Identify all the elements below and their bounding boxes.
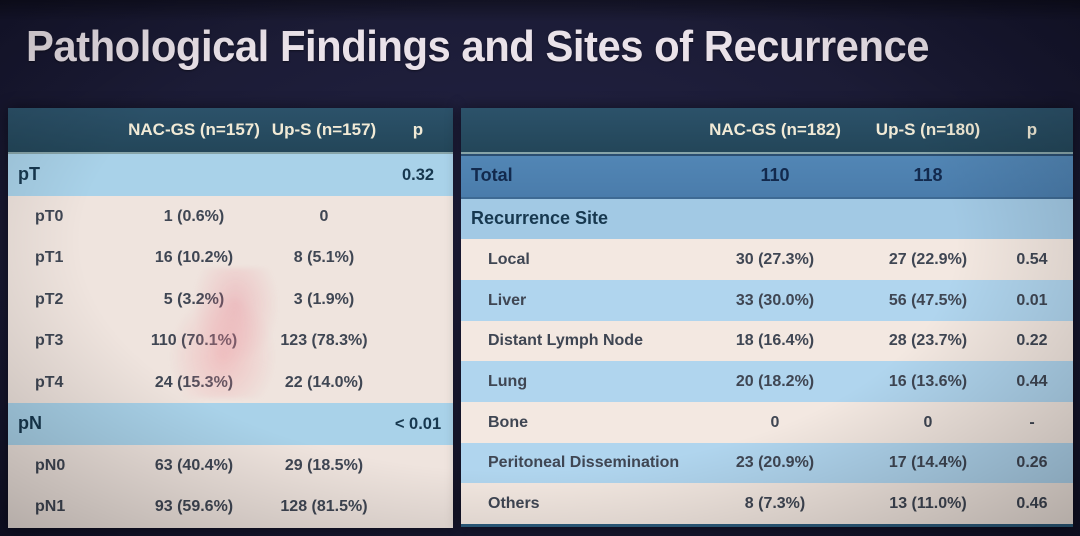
cell-ups: 3 (1.9%) xyxy=(293,290,355,308)
cell-ups: 123 (78.3%) xyxy=(280,332,368,350)
cell-ups: 56 (47.5%) xyxy=(888,291,968,309)
cell-ups: 13 (11.0%) xyxy=(889,494,967,512)
table-row-pt2: pT2 5 (3.2%) 3 (1.9%) xyxy=(8,278,453,321)
cell-nacgs: 1 (0.6%) xyxy=(163,207,225,225)
cell-label: Lung xyxy=(488,372,528,390)
cell-nacgs: 8 (7.3%) xyxy=(744,494,806,512)
table-row-pt0: pT0 1 (0.6%) 0 xyxy=(8,195,453,238)
table-row-others: Others 8 (7.3%) 13 (11.0%) 0.46 xyxy=(461,483,1073,525)
cell-ups: 27 (22.9%) xyxy=(888,250,968,268)
cell-ups: 22 (14.0%) xyxy=(284,373,364,391)
table-row-bone: Bone 0 0 - xyxy=(461,402,1073,443)
cell-ups: 17 (14.4%) xyxy=(888,454,968,472)
cell-label: Bone xyxy=(488,413,528,431)
cell-ups: 0 xyxy=(923,413,933,431)
slide-title: Pathological Findings and Sites of Recur… xyxy=(26,22,930,71)
cell-label: Peritoneal Dissemination xyxy=(488,454,680,472)
table-row-pt1: pT1 16 (10.2%) 8 (5.1%) xyxy=(8,237,453,279)
cell-nacgs: 5 (3.2%) xyxy=(163,290,225,308)
cell-nacgs: 110 (70.1%) xyxy=(150,332,238,350)
cell-label: pT3 xyxy=(35,332,64,350)
cell-p: < 0.01 xyxy=(394,415,442,434)
cell-p: 0.26 xyxy=(1016,454,1048,472)
cell-ups: 16 (13.6%) xyxy=(888,372,968,390)
cell-label: pN1 xyxy=(35,498,66,516)
table-row-pt3: pT3 110 (70.1%) 123 (78.3%) xyxy=(8,320,453,362)
table-body: pT 0.32 pT0 1 (0.6%) 0 pT1 16 (10.2%) 8 (5.1%) p… xyxy=(8,154,453,529)
table-header-row: NAC-GS (n=157) Up-S (n=157) p xyxy=(8,108,453,154)
cell-p: 0.54 xyxy=(1016,250,1048,268)
cell-label: Recurrence Site xyxy=(471,208,609,229)
table-body: Total 110 118 Recurrence Site Local 30 (27.3%… xyxy=(461,154,1073,525)
cell-label: pT1 xyxy=(35,249,64,267)
header-nacgs-cell: NAC-GS (n=182) xyxy=(709,119,841,139)
table-row-pn1: pN1 93 (59.6%) 128 (81.5%) xyxy=(8,486,453,529)
cell-p: 0.32 xyxy=(401,165,435,184)
cell-ups: 29 (18.5%) xyxy=(284,456,364,474)
cell-nacgs: 20 (18.2%) xyxy=(735,372,815,390)
header-ups-cell: Up-S (n=180) xyxy=(875,119,981,139)
cell-p: - xyxy=(1029,413,1035,431)
table-row-peritoneal-dissemination: Peritoneal Dissemination 23 (20.9%) 17 (14… xyxy=(461,442,1073,484)
table-row-lung: Lung 20 (18.2%) 16 (13.6%) 0.44 xyxy=(461,361,1073,403)
cell-ups: 128 (81.5%) xyxy=(280,498,368,516)
table-row-local: Local 30 (27.3%) 27 (22.9%) 0.54 xyxy=(461,239,1073,281)
pathological-findings-table: NAC-GS (n=157) Up-S (n=157) p pT 0.32 pT0 1… xyxy=(8,108,453,529)
cell-ups: 0 xyxy=(319,207,329,225)
table-row-pn: pN < 0.01 xyxy=(8,403,453,445)
header-ups-cell: Up-S (n=157) xyxy=(271,119,377,139)
cell-ups: 118 xyxy=(913,165,943,186)
cell-nacgs: 0 xyxy=(770,413,780,431)
table-row-distant-lymph-node: Distant Lymph Node 18 (16.4%) 28 (23.7%) 0.… xyxy=(461,320,1073,362)
sites-of-recurrence-table: NAC-GS (n=182) Up-S (n=180) p Total 110 11… xyxy=(461,108,1073,527)
cell-ups: 28 (23.7%) xyxy=(888,332,968,350)
cell-label: pT0 xyxy=(35,207,64,225)
cell-label: pT4 xyxy=(35,373,64,391)
cell-label: pN xyxy=(18,413,42,434)
cell-label: Total xyxy=(471,165,513,186)
cell-ups: 8 (5.1%) xyxy=(293,249,355,267)
table-row-total: Total 110 118 xyxy=(461,154,1073,199)
cell-nacgs: 93 (59.6%) xyxy=(154,498,234,516)
cell-label: pT xyxy=(18,163,40,184)
table-row-recurrence-site: Recurrence Site xyxy=(461,198,1073,240)
cell-label: Distant Lymph Node xyxy=(488,332,643,350)
cell-label: Liver xyxy=(488,291,527,309)
cell-p: 0.01 xyxy=(1016,291,1048,309)
cell-label: pN0 xyxy=(35,456,66,474)
header-pvalue-cell: p xyxy=(1026,119,1038,139)
cell-nacgs: 24 (15.3%) xyxy=(154,373,234,391)
cell-nacgs: 16 (10.2%) xyxy=(154,249,234,267)
cell-nacgs: 18 (16.4%) xyxy=(735,332,815,350)
header-pvalue-cell: p xyxy=(412,119,424,139)
table-row-pn0: pN0 63 (40.4%) 29 (18.5%) xyxy=(8,444,453,487)
header-nacgs-cell: NAC-GS (n=157) xyxy=(128,119,260,139)
cell-label: Others xyxy=(488,494,540,512)
cell-nacgs: 33 (30.0%) xyxy=(735,291,815,309)
cell-p: 0.44 xyxy=(1016,372,1048,390)
table-row-liver: Liver 33 (30.0%) 56 (47.5%) 0.01 xyxy=(461,280,1073,321)
table-header-row: NAC-GS (n=182) Up-S (n=180) p xyxy=(461,108,1073,154)
cell-nacgs: 110 xyxy=(760,165,790,186)
cell-nacgs: 23 (20.9%) xyxy=(735,454,815,472)
cell-p: 0.22 xyxy=(1016,332,1048,350)
cell-nacgs: 30 (27.3%) xyxy=(735,250,815,268)
cell-label: pT2 xyxy=(35,290,64,308)
cell-nacgs: 63 (40.4%) xyxy=(154,456,234,474)
cell-p: 0.46 xyxy=(1016,494,1048,512)
cell-label: Local xyxy=(488,250,530,268)
table-row-pt: pT 0.32 xyxy=(8,154,453,196)
table-row-pt4: pT4 24 (15.3%) 22 (14.0%) xyxy=(8,361,453,404)
